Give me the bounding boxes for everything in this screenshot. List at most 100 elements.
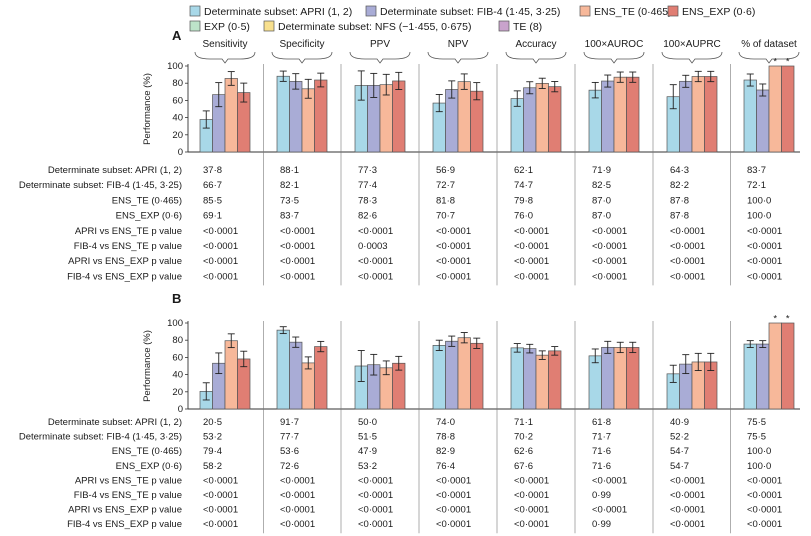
table-cell: 77·4: [358, 180, 377, 191]
table-cell: <0·0001: [280, 519, 315, 530]
table-cell: 82·5: [592, 180, 611, 191]
bar: [756, 343, 770, 410]
table-cell: 54·7: [670, 446, 689, 457]
table-cell: 37·8: [203, 165, 222, 176]
panel-letter: B: [172, 291, 181, 306]
table-cell: 100·0: [747, 446, 771, 457]
bar: [276, 75, 290, 153]
y-axis-label: Performance (%): [142, 330, 153, 402]
table-cell: <0·0001: [280, 490, 315, 501]
table-cell: <0·0001: [203, 475, 238, 486]
legend-swatch: [365, 5, 377, 17]
bar: [704, 76, 718, 153]
bar: [457, 337, 471, 410]
table-cell: 40·9: [670, 417, 689, 428]
table-cell: 66·7: [203, 180, 222, 191]
y-tick-label: 80: [172, 78, 183, 89]
bar: [691, 76, 705, 153]
legend-swatch: [189, 20, 201, 32]
table-cell: 74·7: [514, 180, 533, 191]
table-cell: <0·0001: [670, 256, 705, 267]
table-cell: 47·9: [358, 446, 377, 457]
y-tick-label: 60: [172, 352, 183, 363]
table-cell: <0·0001: [514, 226, 549, 237]
table-cell: 52·2: [670, 432, 689, 443]
table-cell: 20·5: [203, 417, 222, 428]
table-cell: 53·2: [203, 432, 222, 443]
table-cell: 70·2: [514, 432, 533, 443]
legend-swatch: [498, 20, 510, 32]
header-brace: [349, 51, 411, 64]
y-tick-label: 0: [178, 404, 183, 415]
column-header: PPV: [370, 39, 390, 50]
bar: [548, 86, 562, 153]
table-cell: <0·0001: [436, 475, 471, 486]
table-cell: 64·3: [670, 165, 689, 176]
bar: [768, 65, 782, 153]
header-brace: [661, 51, 723, 64]
table-cell: 82·9: [436, 446, 455, 457]
table-cell: 91·7: [280, 417, 299, 428]
table-cell: 82·1: [280, 180, 299, 191]
header-brace: [583, 51, 645, 64]
y-tick-label: 60: [172, 95, 183, 106]
table-cell: <0·0001: [670, 519, 705, 530]
legend-label: ENS_EXP (0·6): [682, 6, 755, 18]
y-tick-label: 100: [167, 318, 183, 329]
table-cell: <0·0001: [280, 256, 315, 267]
table-cell: 82·2: [670, 180, 689, 191]
table-cell: <0·0001: [203, 256, 238, 267]
table-cell: 77·7: [280, 432, 299, 443]
table-cell: 69·1: [203, 211, 222, 222]
bar: [743, 79, 757, 153]
significance-star: *: [773, 57, 777, 68]
legend-label: Determinate subset: APRI (1, 2): [204, 6, 352, 18]
table-cell: <0·0001: [514, 475, 549, 486]
table-cell: 100·0: [747, 195, 771, 206]
bar: [445, 89, 459, 153]
chart-legend: Determinate subset: APRI (1, 2) Determina…: [189, 5, 755, 33]
column-header: % of dataset: [741, 39, 797, 50]
table-cell: <0·0001: [592, 256, 627, 267]
table-cell: <0·0001: [280, 241, 315, 252]
table-cell: <0·0001: [436, 271, 471, 282]
header-brace: [194, 51, 256, 64]
table-cell: 51·5: [358, 432, 377, 443]
table-cell: <0·0001: [436, 490, 471, 501]
column-header: 100×AUPRC: [663, 39, 721, 50]
table-cell: <0·0001: [436, 505, 471, 516]
bar: [781, 65, 795, 153]
table-cell: 54·7: [670, 461, 689, 472]
table-cell: 62·1: [514, 165, 533, 176]
bar: [768, 322, 782, 410]
table-cell: 100·0: [747, 461, 771, 472]
header-brace: [271, 51, 333, 64]
table-cell: 72·1: [747, 180, 766, 191]
table-cell: <0·0001: [203, 490, 238, 501]
table-row-label: FIB-4 vs ENS_EXP p value: [67, 271, 182, 282]
bar: [743, 343, 757, 410]
bar: [613, 76, 627, 153]
table-cell: <0·0001: [358, 271, 393, 282]
table-cell: <0·0001: [747, 256, 782, 267]
bar: [588, 89, 602, 153]
bar: [470, 342, 484, 410]
bar: [276, 329, 290, 410]
table-row-label: APRI vs ENS_TE p value: [75, 226, 182, 237]
table-cell: <0·0001: [358, 475, 393, 486]
bar: [289, 341, 303, 410]
table-row-label: ENS_EXP (0·6): [116, 211, 182, 222]
table-cell: <0·0001: [514, 241, 549, 252]
table-cell: 53·2: [358, 461, 377, 472]
table-row-label: ENS_TE (0·465): [112, 195, 182, 206]
legend-swatch: [667, 5, 679, 17]
table-cell: <0·0001: [592, 475, 627, 486]
significance-star: *: [773, 314, 777, 325]
table-cell: <0·0001: [514, 490, 549, 501]
bar: [510, 347, 524, 410]
bar: [679, 80, 693, 153]
table-cell: 82·6: [358, 211, 377, 222]
table-cell: 53·6: [280, 446, 299, 457]
table-cell: 56·9: [436, 165, 455, 176]
header-brace: [427, 51, 489, 64]
